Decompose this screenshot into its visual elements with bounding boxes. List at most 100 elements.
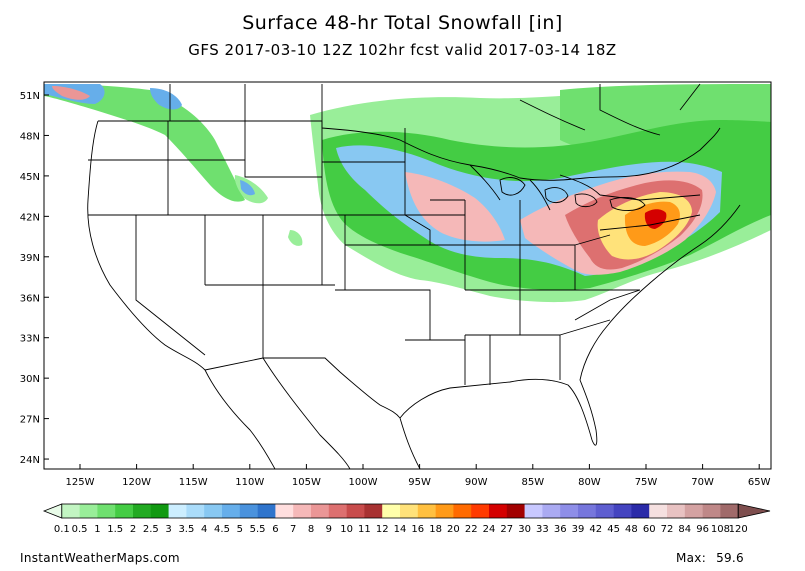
lon-label: 75W <box>635 477 658 488</box>
colorbar-swatch <box>364 504 383 518</box>
colorbar-label: 120 <box>729 524 748 535</box>
colorbar-swatch <box>649 504 668 518</box>
lon-label: 125W <box>66 477 95 488</box>
colorbar-swatch <box>168 504 187 518</box>
colorbar-label: 14 <box>394 524 407 535</box>
colorbar-swatch <box>222 504 241 518</box>
colorbar-swatch <box>631 504 650 518</box>
lat-label: 27N <box>20 415 40 426</box>
colorbar-label: 27 <box>500 524 513 535</box>
colorbar-label: 12 <box>376 524 389 535</box>
snow-band-pink <box>405 172 505 242</box>
lat-label: 51N <box>20 91 40 102</box>
colorbar-label: 84 <box>678 524 691 535</box>
lat-axis: 51N 48N 45N 42N 39N 36N 33N 30N 27N 24N <box>20 91 49 466</box>
state-lines-west <box>88 214 335 358</box>
colorbar-swatch <box>61 504 80 518</box>
colorbar-swatch <box>560 504 579 518</box>
colorbar-label: 16 <box>411 524 424 535</box>
lat-label: 45N <box>20 172 40 183</box>
colorbar-swatch <box>453 504 472 518</box>
colorbar-outline <box>61 503 739 519</box>
colorbar-swatch <box>702 504 721 518</box>
great-lakes <box>499 177 646 211</box>
colorbar-swatch <box>506 504 525 518</box>
colorbar-label: 45 <box>607 524 620 535</box>
colorbar-label: 1.5 <box>107 524 123 535</box>
colorbar-swatch <box>489 504 508 518</box>
gulf-coast <box>399 204 741 446</box>
canada-provinces <box>169 83 701 136</box>
colorbar-swatch <box>720 504 739 518</box>
colorbar-label: 5 <box>237 524 243 535</box>
map-frame <box>43 81 772 470</box>
colorbar-label: 30 <box>518 524 531 535</box>
snow-rockies-blue <box>240 180 255 196</box>
colorbar-swatch <box>417 504 436 518</box>
snowfall-shading <box>44 84 771 303</box>
lon-label: 95W <box>408 477 431 488</box>
colorbar-label: 36 <box>554 524 567 535</box>
colorbar-swatch <box>97 504 116 518</box>
colorbar-swatch <box>684 504 703 518</box>
lon-label: 80W <box>578 477 601 488</box>
colorbar-swatch <box>79 504 98 518</box>
max-readout: Max: 59.6 <box>676 551 744 565</box>
lat-label: 42N <box>20 212 40 223</box>
us-canada-border <box>98 120 721 181</box>
colorbar-label: 1 <box>94 524 100 535</box>
colorbar-label: 3.5 <box>178 524 194 535</box>
colorbar-label: 108 <box>711 524 730 535</box>
colorbar-swatch <box>150 504 169 518</box>
mexico-gulf <box>399 417 421 469</box>
snow-pnw-pink <box>52 86 90 100</box>
snow-colorado <box>288 230 303 246</box>
lon-label: 120W <box>122 477 151 488</box>
colorbar-label: 33 <box>536 524 549 535</box>
colorbar-label: 2.5 <box>143 524 159 535</box>
colorbar-swatch <box>275 504 294 518</box>
colorbar-label: 39 <box>572 524 585 535</box>
colorbar-swatch <box>613 504 632 518</box>
chart-title: Surface 48-hr Total Snowfall [in] <box>242 12 563 34</box>
lat-label: 30N <box>20 374 40 385</box>
lon-label: 100W <box>349 477 378 488</box>
colorbar-swatch <box>382 504 401 518</box>
colorbar-label: 6 <box>272 524 278 535</box>
colorbar-label: 20 <box>447 524 460 535</box>
colorbar-swatch <box>186 504 205 518</box>
colorbar-swatch <box>115 504 134 518</box>
colorbar-swatch <box>346 504 365 518</box>
colorbar-swatch <box>328 504 347 518</box>
lon-label: 110W <box>235 477 264 488</box>
colorbar-label: 5.5 <box>250 524 266 535</box>
colorbar-swatch <box>204 504 223 518</box>
colorbar-arrow-left <box>42 503 63 519</box>
colorbar-label: 48 <box>625 524 638 535</box>
colorbar-label: 24 <box>483 524 496 535</box>
colorbar-swatch <box>667 504 686 518</box>
lat-label: 36N <box>20 293 40 304</box>
colorbar-label: 72 <box>661 524 674 535</box>
colorbar-label: 4.5 <box>214 524 230 535</box>
lat-label: 39N <box>20 253 40 264</box>
colorbar-label: 3 <box>165 524 171 535</box>
colorbar-label: 0.5 <box>72 524 88 535</box>
colorbar-swatch <box>239 504 258 518</box>
colorbar-label: 42 <box>589 524 602 535</box>
colorbar-label: 18 <box>429 524 442 535</box>
colorbar-label: 10 <box>340 524 353 535</box>
colorbar-swatch <box>311 504 330 518</box>
pacific-coast <box>87 120 206 371</box>
lon-label: 85W <box>521 477 544 488</box>
lon-label: 115W <box>179 477 208 488</box>
state-lines-north <box>88 121 406 216</box>
colorbar-label: 11 <box>358 524 371 535</box>
colorbar-arrow-right <box>737 503 771 519</box>
lat-label: 24N <box>20 455 40 466</box>
colorbar-label: 2 <box>130 524 136 535</box>
lon-label: 70W <box>691 477 714 488</box>
colorbar-swatch <box>435 504 454 518</box>
colorbar-swatch <box>542 504 561 518</box>
